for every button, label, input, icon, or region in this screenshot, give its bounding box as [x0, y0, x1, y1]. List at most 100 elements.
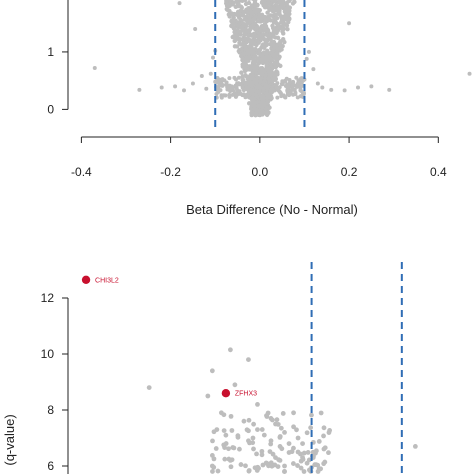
data-point — [249, 88, 254, 93]
data-point — [215, 468, 221, 474]
data-point — [290, 83, 295, 88]
data-point — [295, 449, 301, 455]
data-point — [342, 88, 347, 93]
data-point — [274, 30, 279, 36]
data-point — [240, 77, 245, 82]
data-point — [264, 63, 269, 69]
data-point — [246, 417, 252, 423]
data-point — [274, 417, 280, 423]
data-point — [277, 85, 282, 90]
data-point — [228, 0, 233, 2]
data-point — [321, 433, 326, 439]
data-point — [250, 440, 256, 446]
x-tick-label: 0.4 — [430, 165, 447, 179]
data-point — [299, 88, 304, 93]
data-point — [222, 456, 228, 462]
data-point — [291, 0, 296, 1]
data-point — [356, 85, 360, 90]
data-point — [254, 451, 259, 457]
data-point — [210, 469, 215, 474]
data-point — [258, 16, 264, 22]
data-point — [298, 465, 304, 471]
data-point — [277, 444, 283, 449]
data-point — [278, 425, 284, 431]
data-point — [159, 85, 164, 90]
data-point — [280, 79, 285, 84]
data-point — [249, 106, 254, 112]
data-point — [271, 72, 276, 77]
data-point — [264, 101, 270, 106]
data-point — [252, 16, 257, 21]
data-point — [282, 22, 287, 27]
data-point — [277, 458, 283, 463]
data-point — [291, 80, 296, 85]
data-point — [243, 82, 248, 87]
data-point — [265, 94, 270, 99]
data-point — [250, 56, 256, 62]
data-point — [259, 94, 264, 99]
data-point — [467, 71, 472, 76]
data-point — [283, 95, 288, 100]
data-point — [265, 1, 270, 6]
data-point — [236, 75, 241, 80]
data-point — [234, 85, 239, 90]
data-point — [260, 36, 265, 41]
data-point — [269, 57, 275, 63]
data-point — [275, 72, 280, 77]
data-point — [269, 95, 274, 100]
data-point — [295, 435, 301, 441]
data-point — [274, 27, 279, 32]
data-point — [208, 71, 213, 76]
data-point — [252, 0, 258, 3]
data-point — [267, 32, 272, 38]
data-point — [276, 56, 281, 61]
data-point — [228, 413, 234, 419]
data-point — [251, 48, 256, 53]
data-point — [282, 469, 287, 474]
data-point — [92, 66, 97, 71]
data-point — [257, 112, 263, 118]
highlight-point — [81, 275, 91, 284]
data-point — [231, 0, 236, 6]
data-point — [287, 77, 292, 82]
data-point — [266, 84, 271, 89]
data-point — [285, 82, 290, 87]
data-point — [251, 421, 257, 427]
y-axis-title: (q-value) — [2, 414, 17, 465]
data-point — [199, 74, 204, 79]
data-point — [258, 85, 263, 90]
data-point — [264, 38, 270, 44]
data-point — [228, 347, 233, 353]
data-point — [316, 439, 322, 444]
data-point — [255, 76, 260, 81]
data-point — [190, 81, 195, 86]
data-point — [210, 438, 215, 444]
data-point — [218, 410, 224, 416]
data-point — [231, 25, 236, 30]
data-point — [243, 37, 248, 42]
data-point — [246, 357, 251, 362]
data-point — [277, 25, 282, 31]
data-point — [222, 445, 227, 450]
data-point — [321, 425, 327, 431]
data-point — [264, 32, 269, 38]
data-point — [239, 82, 244, 87]
data-point — [246, 90, 251, 95]
data-point — [257, 68, 262, 74]
data-point — [256, 89, 261, 94]
data-point — [305, 450, 311, 455]
data-point — [248, 18, 253, 24]
x-axis-title: Beta Difference (No - Normal) — [186, 202, 358, 217]
data-point — [286, 85, 291, 90]
data-point — [273, 53, 278, 58]
data-point — [299, 80, 304, 85]
data-point — [318, 466, 324, 472]
data-point — [250, 435, 256, 441]
data-point — [204, 86, 209, 91]
data-point — [137, 87, 142, 92]
data-point — [257, 51, 262, 56]
data-point — [300, 441, 305, 446]
data-point — [193, 26, 198, 31]
data-point — [261, 432, 267, 438]
data-point — [213, 79, 218, 84]
